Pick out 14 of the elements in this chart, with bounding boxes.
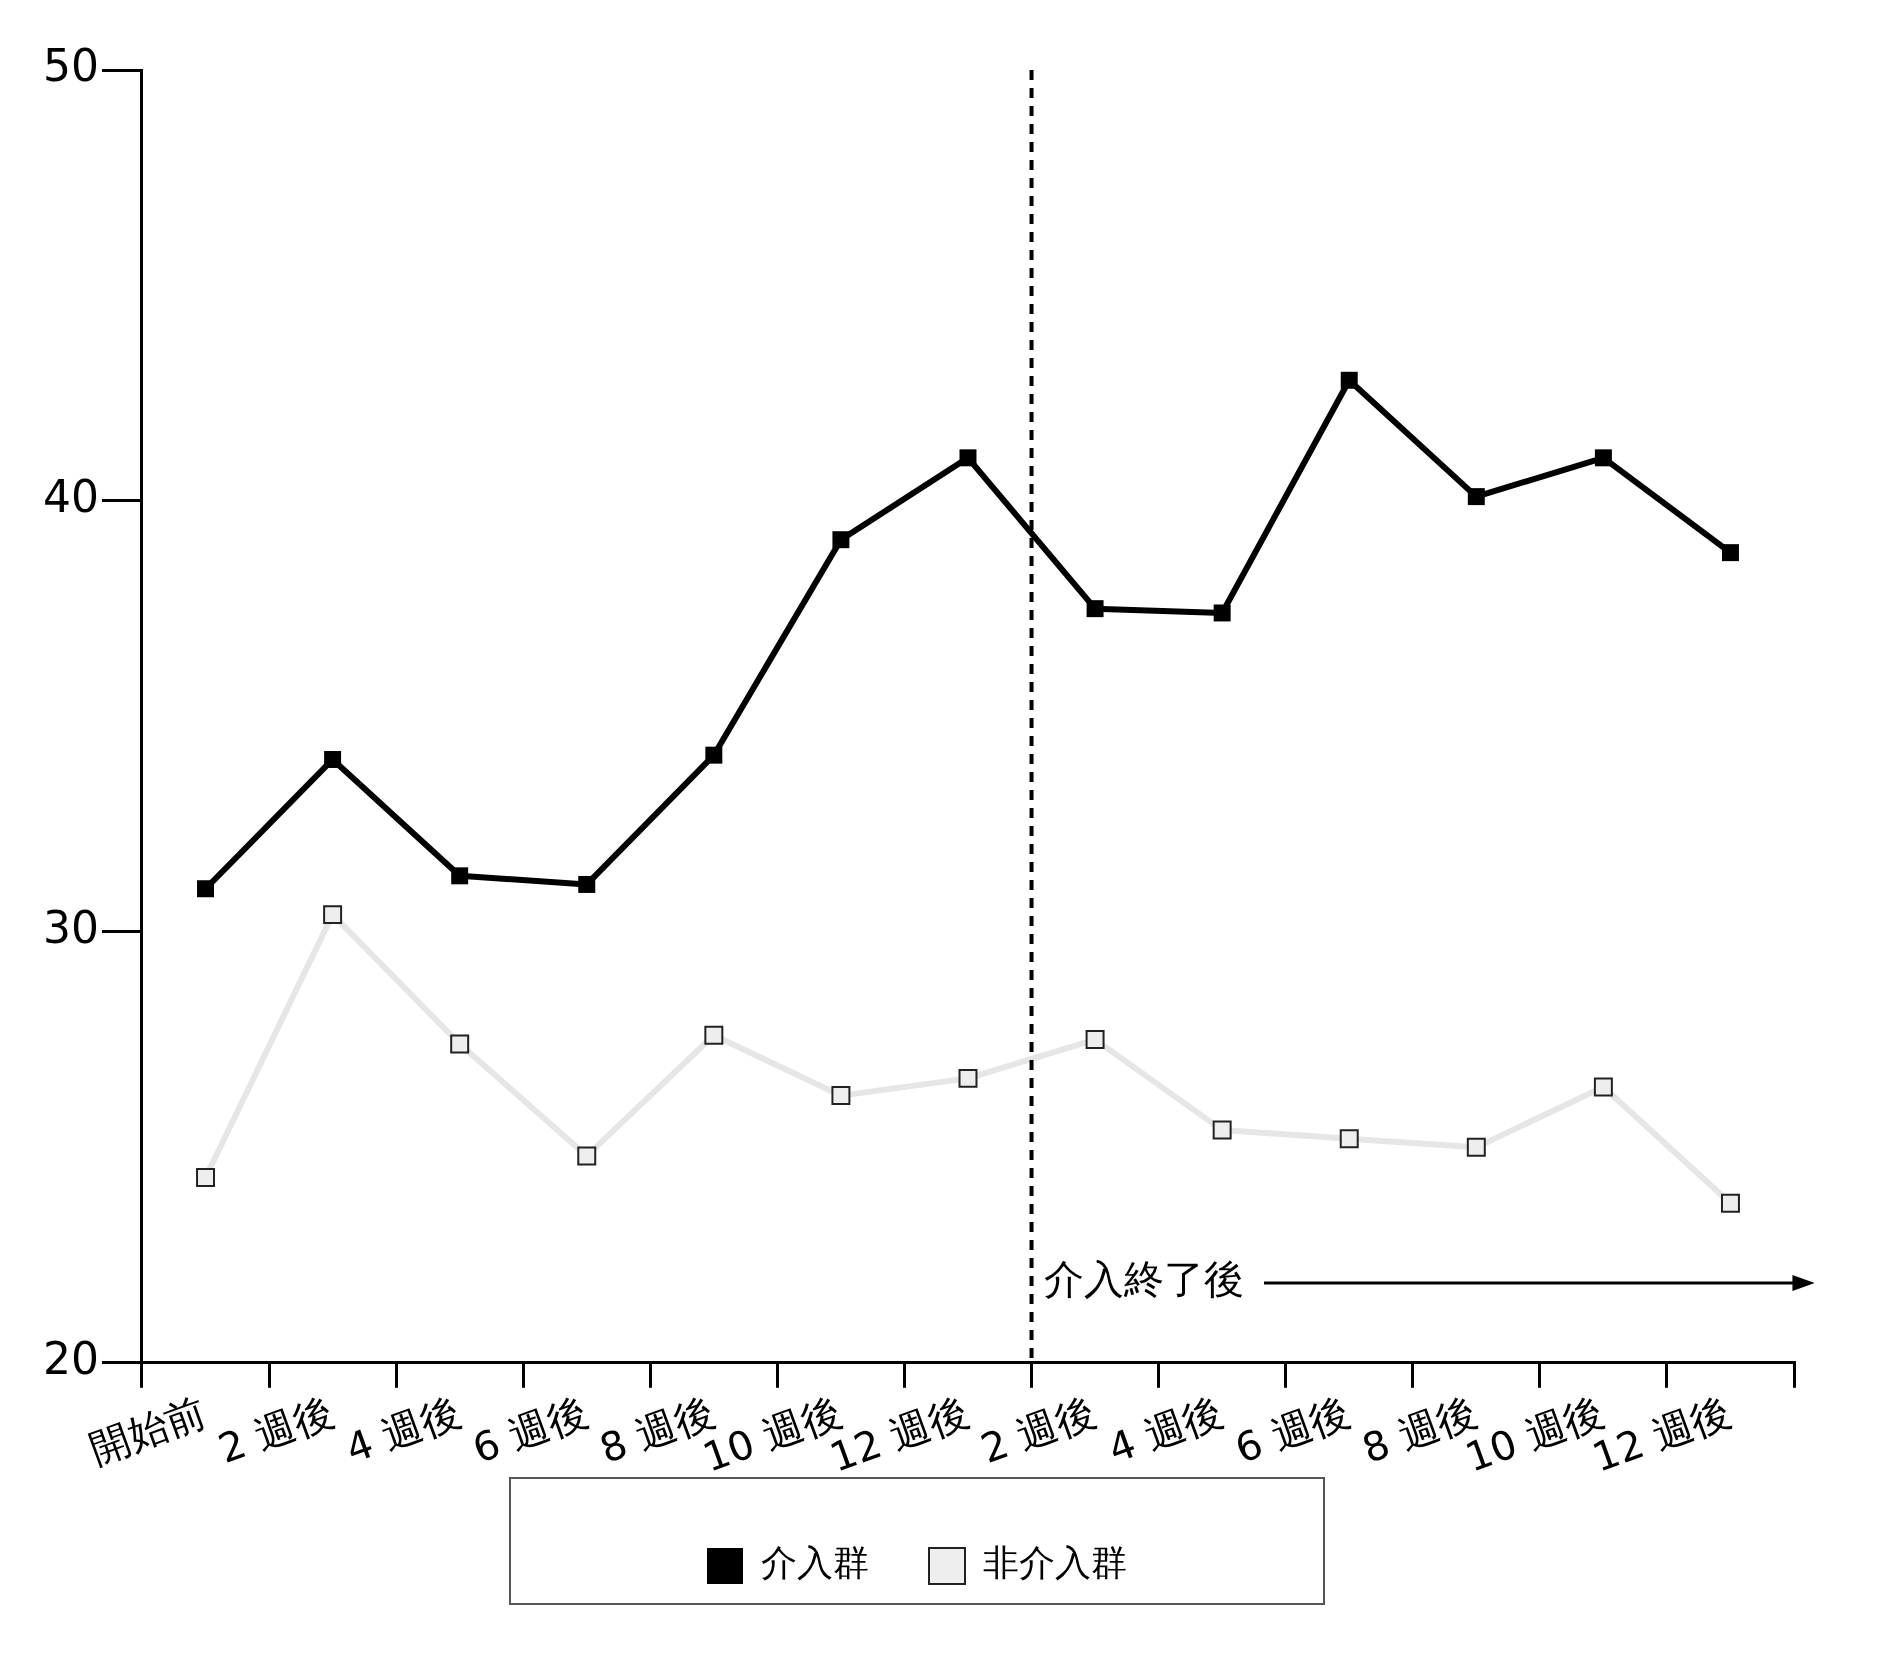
annotation: 介入終了後 — [1043, 1256, 1244, 1303]
x-tick-label: 6 週後 — [466, 1388, 594, 1472]
y-tick-label: 50 — [42, 40, 99, 92]
x-tick-label: 2 週後 — [974, 1388, 1102, 1472]
x-tick-label: 4 週後 — [1102, 1388, 1229, 1472]
x-tick-label: 2 週後 — [212, 1388, 340, 1472]
y-tick-label: 40 — [42, 471, 99, 523]
y-tick-label: 20 — [42, 1333, 99, 1385]
x-tick-label: 6 週後 — [1229, 1388, 1356, 1472]
y-tick-label: 30 — [42, 902, 99, 954]
x-tick-label: 開始前 — [83, 1388, 213, 1473]
legend-label: 非介入群 — [983, 1542, 1127, 1584]
legend-label: 介入群 — [761, 1542, 869, 1584]
x-tick-label: 4 週後 — [339, 1388, 467, 1472]
